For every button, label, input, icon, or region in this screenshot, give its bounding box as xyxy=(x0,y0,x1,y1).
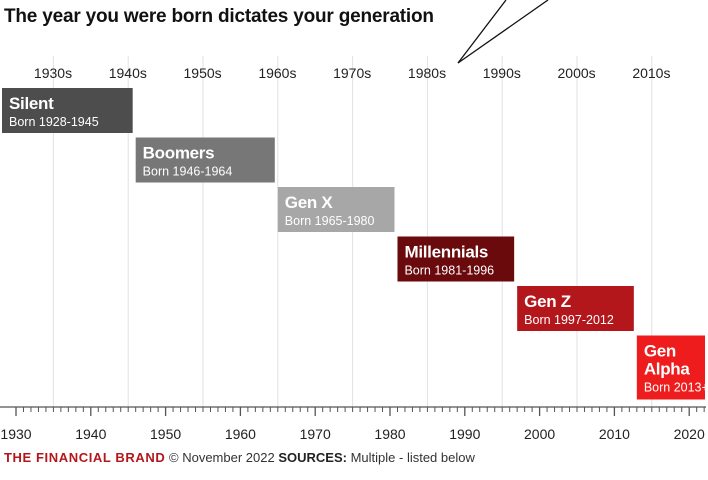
decade-label: 1960s xyxy=(258,65,296,81)
x-axis-tick-label: 2020 xyxy=(674,426,705,442)
x-axis-tick-label: 1980 xyxy=(374,426,405,442)
decade-label: 1990s xyxy=(483,65,521,81)
generation-name: Silent xyxy=(9,94,54,113)
generation-range-label: Born 1928-1945 xyxy=(9,115,99,129)
sources-text: Multiple - listed below xyxy=(350,450,475,465)
chart-title: The year you were born dictates your gen… xyxy=(4,6,434,27)
decade-label: 1950s xyxy=(184,65,222,81)
generation-name: Gen X xyxy=(285,193,334,212)
generation-bar-rect xyxy=(517,286,634,331)
decade-label: 1940s xyxy=(109,65,147,81)
copyright-text: © November 2022 xyxy=(169,450,275,465)
decade-label: 2010s xyxy=(632,65,670,81)
generation-bar: Silent Born 1928-1945 xyxy=(2,88,133,133)
generation-bar-rect xyxy=(636,335,705,400)
brand-name: THE FINANCIAL BRAND xyxy=(4,450,166,465)
generation-bar-rect xyxy=(277,187,395,232)
x-axis-tick-label: 1950 xyxy=(150,426,181,442)
generation-bar: Boomers Born 1946-1964 xyxy=(135,137,275,183)
generation-name: Millennials xyxy=(404,243,488,262)
generation-name: Gen Z xyxy=(524,292,571,311)
x-axis-tick-label: 1940 xyxy=(75,426,106,442)
x-axis-tick-label: 1960 xyxy=(225,426,256,442)
decade-label: 1930s xyxy=(34,65,72,81)
x-axis-tick-label: 1990 xyxy=(449,426,480,442)
generation-range-label: Born 1997-2012 xyxy=(524,313,614,327)
decade-label: 1970s xyxy=(333,65,371,81)
generation-range-label: Born 1946-1964 xyxy=(143,165,233,179)
x-axis-tick-label: 2000 xyxy=(524,426,555,442)
x-axis-tick-label: 1930 xyxy=(0,426,31,442)
generation-bar-rect xyxy=(397,236,515,282)
decade-label: 2000s xyxy=(558,65,596,81)
generation-name: Gen xyxy=(644,342,676,361)
sources-label: SOURCES: xyxy=(278,450,347,465)
generation-bar: Gen Z Born 1997-2012 xyxy=(517,286,634,331)
generation-bar-rect xyxy=(2,88,133,133)
decade-label: 1980s xyxy=(408,65,446,81)
generation-range-label: Born 1965-1980 xyxy=(285,214,375,228)
generation-bar-rect xyxy=(135,137,275,183)
generation-range-label: Born 2013+ xyxy=(644,381,708,395)
generation-range-label: Born 1981-1996 xyxy=(404,264,494,278)
footer: THE FINANCIAL BRAND © November 2022 SOUR… xyxy=(4,450,475,465)
generation-name: Alpha xyxy=(644,360,691,379)
generation-timeline-chart: 1930s 1940s 1950s 1960s 1970s 1980s 1990s 2000s… xyxy=(0,0,708,442)
generation-bar: Gen X Born 1965-1980 xyxy=(277,187,395,232)
generation-bar: Millennials Born 1981-1996 xyxy=(397,236,515,282)
pointer-lines xyxy=(457,0,549,64)
x-axis-tick-label: 2010 xyxy=(599,426,630,442)
generation-name: Boomers xyxy=(143,144,215,163)
x-axis-tick-label: 1970 xyxy=(300,426,331,442)
